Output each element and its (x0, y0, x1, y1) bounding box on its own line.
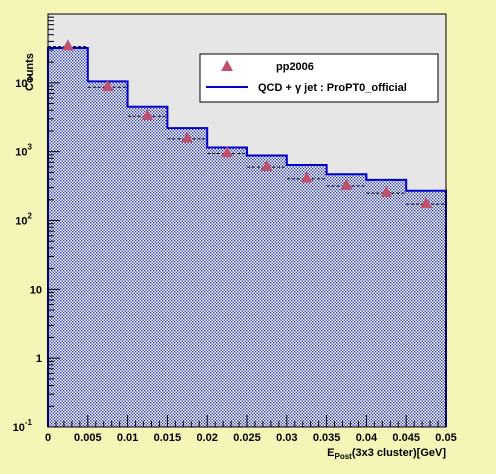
hist-bar (366, 179, 407, 427)
hist-bar (286, 165, 327, 428)
y-axis-label: Counts (24, 53, 36, 91)
x-tick-label: 0.02 (196, 432, 217, 444)
x-tick-label: 0.01 (117, 432, 138, 444)
y-tick-label: 1 (36, 353, 42, 365)
x-tick-label: 0.03 (276, 432, 297, 444)
legend-label-pp2006: pp2006 (276, 61, 314, 73)
x-axis: 0 0.005 0.01 0.015 0.02 0.025 0.03 0.035 0.04 0.0… (45, 415, 457, 444)
x-tick-label: 0.045 (392, 432, 420, 444)
hist-bar (326, 174, 367, 427)
data-point (420, 196, 433, 208)
hist-bar (127, 106, 168, 428)
data-point (340, 178, 353, 190)
data-point (260, 159, 273, 171)
x-axis-label: EPost(3x3 cluster)[GeV] (327, 447, 446, 461)
legend: pp2006 QCD + γ jet : ProPT0_official (199, 53, 439, 103)
hist-bar (87, 81, 128, 427)
hist-bar (247, 155, 287, 428)
x-tick-label: 0.04 (356, 432, 378, 444)
y-tick-label: 103 (15, 143, 32, 159)
data-point (61, 39, 74, 51)
x-tick-label: 0.005 (74, 432, 102, 444)
x-tick-label: 0.015 (154, 432, 182, 444)
legend-triangle-marker (221, 60, 233, 71)
y-tick-label: 10-1 (13, 418, 33, 434)
y-axis: 10-1 1 10 102 103 104 (13, 16, 60, 434)
hist-bar (406, 190, 446, 427)
legend-entry-pp2006: pp2006 (221, 60, 314, 73)
hist-bar (167, 128, 208, 428)
x-tick-label: 0.035 (313, 432, 341, 444)
data-point (380, 185, 393, 197)
y-tick-label: 104 (15, 74, 32, 90)
y-tick-label: 102 (15, 212, 32, 228)
data-points (61, 39, 433, 208)
legend-label-qcd: QCD + γ jet : ProPT0_official (258, 82, 407, 94)
data-point (181, 131, 194, 143)
legend-entry-qcd: QCD + γ jet : ProPT0_official (206, 82, 407, 94)
x-tick-label: 0.05 (435, 432, 456, 444)
x-tick-label: 0 (45, 432, 51, 444)
x-tick-label: 0.025 (233, 432, 261, 444)
data-point (300, 171, 313, 183)
legend-box (199, 53, 439, 103)
y-tick-label: 10 (30, 284, 42, 296)
data-point (141, 109, 154, 121)
hist-bar (207, 147, 247, 427)
data-point (101, 79, 114, 91)
hist-bar (48, 48, 88, 428)
data-point (221, 146, 234, 158)
histogram-fill (48, 48, 446, 428)
